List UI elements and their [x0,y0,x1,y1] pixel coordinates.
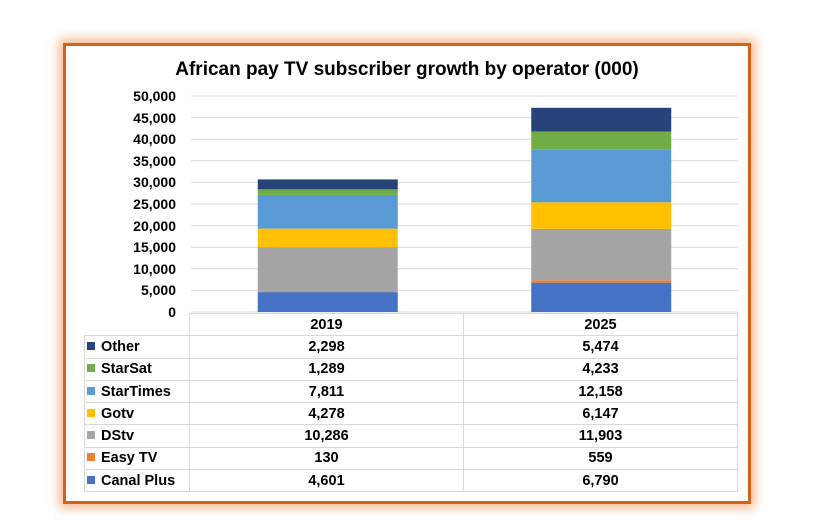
y-tick-label: 25,000 [133,196,176,212]
bar-segment-dstv-2019 [257,247,398,292]
bar-segment-other-2019 [257,179,398,190]
data-value: 6,147 [463,402,738,426]
bar-segment-starsat-2019 [257,189,398,195]
chart-frame: African pay TV subscriber growth by oper… [63,43,751,504]
data-value: 6,790 [463,469,738,493]
y-tick-label: 40,000 [133,131,176,148]
legend-swatch [87,386,95,395]
data-value: 4,278 [189,402,464,426]
category-label: 2019 [189,312,464,337]
bar-segment-easy-tv-2019 [257,291,398,293]
legend-swatch [87,475,95,484]
data-value: 1,289 [189,357,464,381]
bar-segment-starsat-2025 [531,131,672,150]
data-value: 2,298 [189,335,464,359]
bar-segment-startimes-2019 [257,194,398,229]
table-row: DStv 10,286 11,903 [84,424,738,448]
bar-segment-easy-tv-2025 [531,280,672,283]
data-table: 2019 2025 Other 2,298 5,474 StarSat 1,289 4,233… [84,312,738,493]
y-tick-label: 30,000 [133,174,176,191]
data-value: 4,233 [463,357,738,381]
table-row: Canal Plus 4,601 6,790 [84,469,738,493]
legend-swatch [87,408,95,417]
table-row: StarSat 1,289 4,233 [84,357,738,381]
y-tick-label: 20,000 [133,217,176,234]
bar-segment-canal-plus-2025 [531,282,672,312]
table-row: Other 2,298 5,474 [84,335,738,359]
bar-segment-dstv-2025 [531,228,672,281]
table-row: StarTimes 7,811 12,158 [84,379,738,404]
data-value: 130 [189,446,464,471]
legend-label: Gotv [101,405,135,422]
table-row: Gotv 4,278 6,147 [84,402,738,426]
category-label: 2025 [463,312,738,337]
legend-swatch [87,364,95,373]
y-tick-label: 50,000 [133,88,176,104]
y-tick-label: 35,000 [133,152,176,169]
bar-segment-gotv-2025 [531,202,672,229]
legend-label: StarSat [101,361,152,378]
bar-segment-other-2025 [531,107,672,132]
data-value: 11,903 [463,424,738,448]
data-value: 559 [463,446,738,471]
y-tick-label: 45,000 [133,109,176,126]
legend-label: DStv [101,428,135,445]
y-tick-label: 10,000 [133,260,176,277]
data-value: 4,601 [189,469,464,493]
legend-label: StarTimes [101,383,171,400]
table-row: Easy TV 130 559 [84,446,738,471]
legend-swatch [87,431,95,440]
bar-segment-startimes-2025 [531,149,672,203]
bar-segment-gotv-2019 [257,228,398,248]
legend-swatch [87,453,95,462]
legend-label: Canal Plus [101,472,176,489]
chart-title: African pay TV subscriber growth by oper… [175,59,639,80]
legend-label: Other [101,338,140,355]
legend-swatch [87,341,95,350]
data-value: 10,286 [189,424,464,448]
y-tick-label: 15,000 [133,239,176,256]
legend-label: Easy TV [101,450,158,467]
data-value: 7,811 [189,379,464,404]
data-value: 12,158 [463,379,738,404]
y-tick-label: 0 [168,304,176,320]
y-tick-label: 5,000 [140,282,176,299]
data-value: 5,474 [463,335,738,359]
plot-area [191,95,738,313]
bar-segment-canal-plus-2019 [257,292,398,312]
